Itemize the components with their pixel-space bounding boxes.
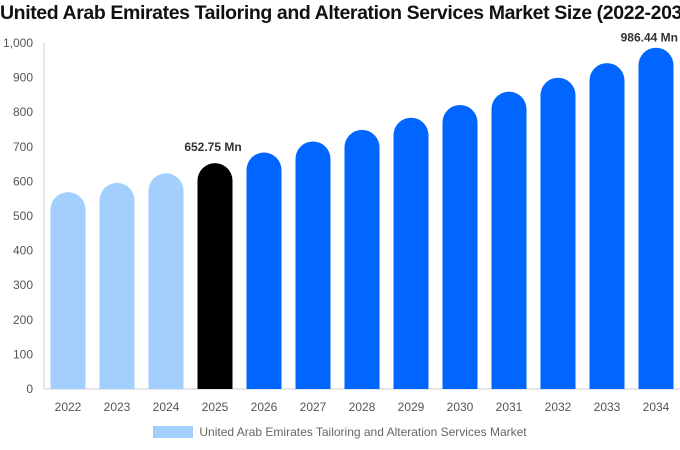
bar-2027 (295, 141, 331, 389)
x-tick-label: 2031 (496, 400, 523, 414)
bar-2025 (197, 163, 233, 389)
x-tick-label: 2029 (398, 400, 425, 414)
y-tick-label: 1,000 (3, 36, 33, 50)
bar-2033 (589, 63, 625, 390)
legend-label: United Arab Emirates Tailoring and Alter… (199, 425, 527, 439)
y-tick-label: 800 (13, 105, 33, 119)
bar-2024 (148, 173, 184, 389)
x-tick-label: 2032 (545, 400, 572, 414)
x-tick-label: 2033 (594, 400, 621, 414)
bar-2034 (638, 47, 674, 389)
data-label-2025: 652.75 Mn (184, 140, 241, 154)
bar-2026 (246, 152, 282, 389)
x-tick-label: 2030 (447, 400, 474, 414)
bar-2030 (442, 104, 478, 389)
x-tick-label: 2024 (153, 400, 180, 414)
bar-2022 (50, 192, 86, 389)
bar-2029 (393, 117, 429, 389)
data-label-2034: 986.44 Mn (621, 31, 678, 45)
y-tick-label: 900 (13, 71, 33, 85)
y-tick-label: 600 (13, 174, 33, 188)
x-tick-label: 2034 (643, 400, 670, 414)
y-tick-label: 400 (13, 244, 33, 258)
y-tick-label: 0 (26, 382, 33, 396)
legend: United Arab Emirates Tailoring and Alter… (0, 425, 680, 439)
y-tick-label: 200 (13, 313, 33, 327)
bar-2031 (491, 91, 527, 390)
y-tick-label: 300 (13, 278, 33, 292)
x-tick-label: 2027 (300, 400, 327, 414)
legend-swatch (153, 426, 194, 438)
bar-2028 (344, 129, 380, 389)
x-tick-label: 2028 (349, 400, 376, 414)
y-tick-label: 700 (13, 140, 33, 154)
bar-2023 (99, 182, 135, 389)
bar-2032 (540, 77, 576, 389)
chart-title: United Arab Emirates Tailoring and Alter… (0, 2, 680, 24)
y-tick-label: 500 (13, 209, 33, 223)
y-tick-label: 100 (13, 347, 33, 361)
x-tick-label: 2025 (202, 400, 229, 414)
x-tick-label: 2026 (251, 400, 278, 414)
x-tick-label: 2023 (104, 400, 131, 414)
x-tick-label: 2022 (55, 400, 82, 414)
